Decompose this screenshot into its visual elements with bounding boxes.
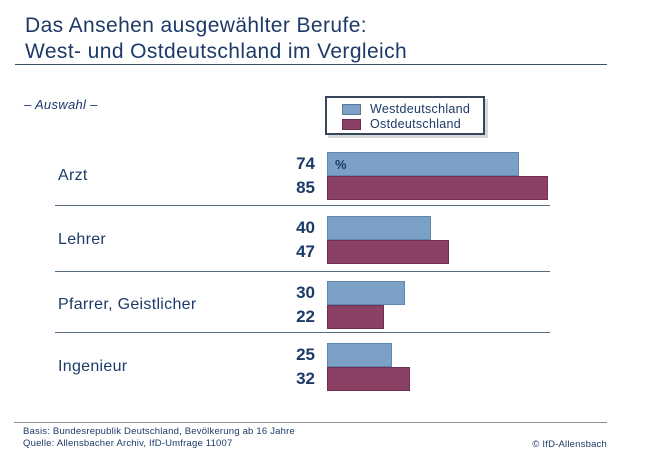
value-label-west: 74 <box>296 154 315 173</box>
footer-basis: Basis: Bundesrepublik Deutschland, Bevöl… <box>23 426 295 437</box>
value-label-west: 40 <box>296 218 315 237</box>
value-label-ost: 32 <box>296 369 315 388</box>
bar-ost <box>327 367 410 391</box>
row-divider <box>55 332 550 333</box>
legend-label-west: Westdeutschland <box>370 102 471 116</box>
bar-west: % <box>327 152 519 176</box>
page-title: Das Ansehen ausgewählter Berufe: West- u… <box>25 13 407 65</box>
value-label-ost: 22 <box>296 307 315 326</box>
value-label-ost: 85 <box>296 178 315 197</box>
legend-item-ost: Ostdeutschland <box>342 117 483 131</box>
category-label: Pfarrer, Geistlicher <box>58 296 197 313</box>
row-divider <box>55 271 550 272</box>
bar-ost <box>327 176 548 200</box>
footer-divider <box>14 422 607 423</box>
bar-west <box>327 216 431 240</box>
footer-quelle: Quelle: Allensbacher Archiv, IfD-Umfrage… <box>23 438 233 449</box>
bar-ost <box>327 305 384 329</box>
legend-swatch-ost <box>342 118 361 130</box>
value-label-ost: 47 <box>296 242 315 261</box>
category-label: Lehrer <box>58 231 107 248</box>
title-divider <box>15 64 607 65</box>
percent-unit-label: % <box>335 156 347 172</box>
footer-copyright: © IfD-Allensbach <box>532 439 607 450</box>
title-line-1: Das Ansehen ausgewählter Berufe: <box>25 14 368 37</box>
value-label-west: 25 <box>296 345 315 364</box>
chart-legend: Westdeutschland Ostdeutschland <box>325 96 485 135</box>
bar-west <box>327 281 405 305</box>
bar-west <box>327 343 392 367</box>
value-label-west: 30 <box>296 283 315 302</box>
row-divider <box>55 205 550 206</box>
category-label: Ingenieur <box>58 358 128 375</box>
legend-swatch-west <box>342 103 361 115</box>
legend-item-west: Westdeutschland <box>342 102 483 116</box>
subtitle-auswahl: – Auswahl – <box>24 97 98 112</box>
bar-ost <box>327 240 449 264</box>
legend-label-ost: Ostdeutschland <box>370 117 462 131</box>
category-label: Arzt <box>58 167 88 184</box>
title-line-2: West- und Ostdeutschland im Vergleich <box>25 40 408 63</box>
